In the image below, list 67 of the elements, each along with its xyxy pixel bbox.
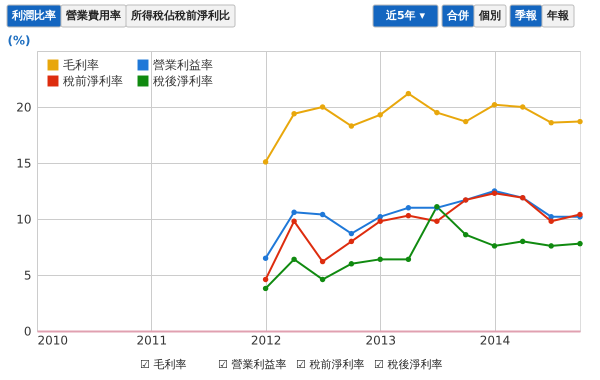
point [348,123,354,129]
point [262,276,268,282]
point [406,205,412,211]
x-tick-label: 2012 [250,334,282,348]
point [377,112,383,118]
point [291,210,297,216]
point [262,286,268,292]
point [577,118,583,124]
point [320,104,326,110]
text: 所得稅佔稅前淨利比 [130,9,230,22]
point [520,104,526,110]
legend-label: 毛利率 [63,58,99,72]
point [462,118,468,124]
text: 營業費用率 [66,9,121,22]
point [348,261,354,267]
point [262,255,268,261]
point [377,214,383,220]
point [577,212,583,218]
text: 近5年 ▾ [384,9,426,22]
point [577,240,583,246]
text: ☑ 毛利率 [140,358,186,371]
y-tick-label: 15 [16,156,32,170]
point [291,218,297,224]
point [262,159,268,165]
point [348,238,354,244]
point [406,256,412,262]
y-tick-label: 20 [16,100,32,114]
point [291,256,297,262]
point [462,232,468,238]
point [406,212,412,218]
point [320,276,326,282]
y-tick-label: 5 [24,268,32,282]
point [548,218,554,224]
text: 合併 [446,9,469,22]
point [492,243,498,249]
point [406,90,412,96]
text: 利潤比率 [11,9,56,22]
x-tick-label: 2011 [136,334,168,348]
point [320,258,326,264]
point [434,218,440,224]
legend-label: 稅後淨利率 [153,74,213,88]
point [492,190,498,196]
text: ☑ 營業利益率 [218,358,286,371]
x-tick-label: 2010 [38,334,68,348]
text: 個別 [478,9,501,22]
legend-label: 稅前淨利率 [63,74,123,88]
y-tick-label: 0 [24,324,32,338]
text: 季報 [514,9,538,22]
point [320,212,326,218]
legend-label: 營業利益率 [153,58,213,72]
point [548,243,554,249]
point [520,238,526,244]
point [548,214,554,220]
x-tick-label: 2013 [365,334,396,348]
point [492,102,498,108]
x-tick-label: 2014 [480,334,510,348]
text: 年報 [546,9,570,22]
point [548,120,554,126]
point [348,230,354,236]
y-axis-title: (%) [8,34,30,48]
point [291,110,297,116]
text: ☑ 稅前淨利率 [296,358,364,371]
point [434,110,440,116]
y-tick-label: 10 [16,212,32,226]
point [377,218,383,224]
text: ☑ 稅後淨利率 [374,358,442,371]
point [377,256,383,262]
